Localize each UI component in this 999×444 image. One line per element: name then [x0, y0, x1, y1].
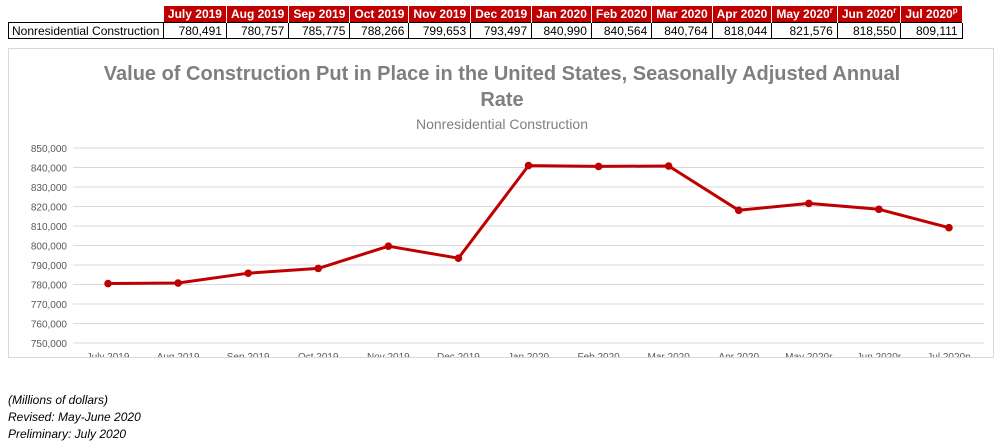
table-column-header: Jul 2020p	[900, 6, 963, 23]
y-tick-label: 750,000	[31, 339, 68, 350]
table-header-row: July 2019 Aug 2019 Sep 2019 Oct 2019 Nov 201…	[8, 6, 963, 23]
table-corner-cell	[8, 6, 164, 23]
table-cell: 821,576	[771, 22, 838, 39]
column-header-label: Mar 2020	[656, 7, 708, 21]
chart-area: Value of Construction Put in Place in th…	[8, 48, 994, 358]
x-tick-label: Nov 2019	[367, 352, 410, 357]
column-header-label: Oct 2019	[354, 7, 405, 21]
table-cell: 840,764	[651, 22, 713, 39]
y-tick-label: 780,000	[31, 281, 68, 292]
column-header-label: Jan 2020	[536, 7, 587, 21]
column-header-label: Aug 2019	[230, 7, 285, 21]
x-tick-label: Mar 2020	[648, 352, 691, 357]
x-tick-label: July 2019	[87, 352, 130, 357]
footnotes: (Millions of dollars) Revised: May-June …	[8, 392, 141, 443]
x-tick-label: Feb 2020	[577, 352, 620, 357]
revised-note: Revised: May-June 2020	[8, 410, 141, 424]
x-tick-label: Jan 2020	[508, 352, 550, 357]
y-tick-label: 770,000	[31, 300, 68, 311]
table-cell: 809,111	[900, 22, 963, 39]
table-cell: 818,044	[711, 22, 773, 39]
series-line	[107, 164, 950, 285]
column-header-label: Dec 2019	[475, 7, 528, 21]
y-tick-label: 840,000	[31, 164, 68, 175]
table-column-header: Feb 2020	[591, 6, 653, 23]
chart-title-line-1: Value of Construction Put in Place in th…	[103, 63, 901, 85]
table-column-header: Apr 2020	[712, 6, 773, 23]
preliminary-note: Preliminary: July 2020	[8, 427, 127, 441]
data-point	[244, 269, 252, 278]
table-column-header: Nov 2019	[408, 6, 472, 23]
table-cell: 780,491	[163, 22, 227, 39]
y-tick-label: 760,000	[31, 320, 68, 331]
table-column-header: Aug 2019	[226, 6, 290, 23]
line-chart: 750,000 760,000 770,000 780,000 790,000 800,0…	[31, 144, 984, 357]
table-cell: 840,990	[531, 22, 592, 39]
column-header-label: Jul 2020	[905, 7, 953, 21]
data-point	[174, 279, 182, 287]
table-row: Nonresidential Construction 780,491 780,7…	[7, 22, 963, 39]
column-header-mark: r	[829, 6, 833, 15]
column-header-label: Jun 2020	[841, 7, 894, 21]
table-cell: 818,550	[836, 22, 902, 39]
data-point	[734, 206, 743, 215]
table-row-label: Nonresidential Construction	[7, 22, 165, 39]
column-header-label: July 2019	[167, 7, 222, 21]
units-note: (Millions of dollars)	[8, 393, 109, 407]
data-table: July 2019 Aug 2019 Sep 2019 Oct 2019 Nov 201…	[7, 6, 963, 39]
data-point	[945, 223, 953, 232]
x-tick-label: Aug 2019	[157, 352, 200, 357]
y-tick-label: 800,000	[31, 242, 68, 253]
table-cell: 793,497	[470, 22, 533, 39]
table-column-header: Sep 2019	[288, 6, 351, 23]
column-header-label: Feb 2020	[595, 7, 648, 21]
data-point	[104, 279, 112, 288]
table-cell: 780,757	[225, 22, 290, 39]
y-tick-label: 850,000	[31, 144, 68, 155]
data-point	[314, 264, 323, 273]
x-tick-label: May 2020r	[785, 352, 833, 357]
data-point	[524, 161, 533, 170]
y-tick-label: 810,000	[31, 222, 68, 233]
column-header-label: Nov 2019	[413, 7, 467, 21]
table-column-header: May 2020r	[771, 6, 838, 23]
column-header-mark: r	[893, 6, 897, 15]
table-column-header: Jun 2020r	[837, 6, 902, 23]
column-header-mark: p	[952, 6, 958, 15]
x-tick-label: Sep 2019	[227, 352, 270, 357]
x-tick-label: Dec 2019	[437, 352, 480, 357]
data-point	[805, 199, 813, 208]
data-point	[875, 205, 883, 214]
chart-title-line-2: Rate	[480, 89, 524, 111]
column-header-label: May 2020	[776, 7, 830, 21]
data-point	[454, 254, 463, 262]
chart-subtitle: Nonresidential Construction	[416, 116, 588, 132]
y-tick-label: 830,000	[31, 183, 68, 194]
x-tick-label: Apr 2020	[718, 352, 759, 357]
table-column-header: Dec 2019	[470, 6, 533, 23]
data-point	[594, 162, 603, 171]
table-column-header: Oct 2019	[349, 6, 410, 23]
table-column-header: July 2019	[163, 6, 227, 23]
table-cell: 788,266	[349, 22, 410, 39]
x-tick-label: Jul 2020p	[927, 352, 971, 357]
data-point	[384, 242, 393, 250]
table-cell: 785,775	[288, 22, 351, 39]
data-point	[664, 162, 673, 170]
column-header-label: Apr 2020	[716, 7, 768, 21]
y-tick-label: 790,000	[31, 261, 68, 272]
x-tick-label: Jun 2020r	[857, 352, 902, 357]
x-tick-label: Oct 2019	[298, 352, 339, 357]
y-tick-label: 820,000	[31, 203, 68, 214]
column-header-label: Sep 2019	[293, 7, 346, 21]
table-column-header: Mar 2020	[651, 6, 713, 23]
table-cell: 799,653	[408, 22, 472, 39]
table-column-header: Jan 2020	[531, 6, 592, 23]
table-cell: 840,564	[590, 22, 653, 39]
